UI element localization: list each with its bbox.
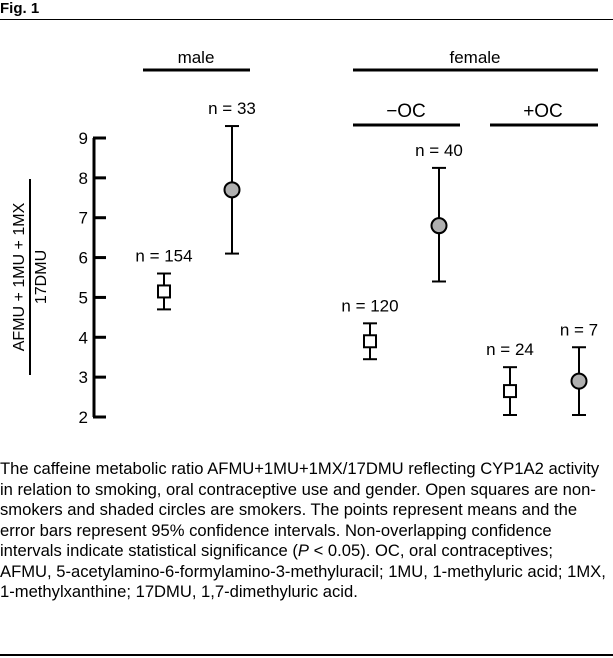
caption-text-part1: The caffeine metabolic ratio AFMU+1MU+1M… bbox=[0, 459, 600, 560]
male-group-label: male bbox=[178, 48, 215, 67]
top-rule bbox=[0, 19, 613, 20]
mean-marker-square bbox=[157, 284, 171, 299]
y-tick-label: 5 bbox=[79, 288, 88, 307]
non-smoker-point: n = 154 bbox=[135, 247, 193, 311]
figure-label: Fig. 1 bbox=[0, 0, 40, 17]
minus-oc-label: −OC bbox=[386, 101, 426, 122]
y-tick-label: 8 bbox=[79, 169, 88, 188]
caption-p-symbol: P bbox=[297, 541, 309, 560]
smoker-point: n = 40 bbox=[415, 141, 463, 283]
data-points: n = 154 n = 33 n = 120 n = 40 n = 24 n = 7 bbox=[135, 99, 598, 417]
mean-marker-circle bbox=[430, 217, 448, 235]
group-labels: male female −OC +OC bbox=[143, 48, 598, 127]
figure-caption: The caffeine metabolic ratio AFMU+1MU+1M… bbox=[0, 459, 608, 603]
sample-size-label: n = 120 bbox=[341, 296, 398, 315]
y-axis-label-numerator: AFMU + 1MU + 1MX bbox=[11, 202, 28, 351]
sample-size-label: n = 24 bbox=[486, 340, 534, 359]
non-smoker-point: n = 24 bbox=[486, 340, 534, 417]
mean-marker-circle bbox=[570, 372, 588, 390]
y-tick-label: 2 bbox=[79, 408, 88, 427]
chart: 2 3 4 5 6 7 8 9 male female −OC +OC AFMU + 1MU … bbox=[11, 48, 598, 427]
smoker-point: n = 33 bbox=[208, 99, 256, 255]
sample-size-label: n = 154 bbox=[135, 247, 192, 266]
y-tick-label: 4 bbox=[79, 328, 88, 347]
y-tick-label: 9 bbox=[79, 129, 88, 148]
non-smoker-point: n = 120 bbox=[341, 296, 399, 361]
sample-size-label: n = 40 bbox=[415, 141, 463, 160]
bottom-rule bbox=[0, 654, 613, 656]
caption-text-part2: < 0.05). OC, oral contraceptives; AFMU, … bbox=[0, 541, 606, 601]
y-axis: 2 3 4 5 6 7 8 9 bbox=[79, 129, 106, 427]
mean-marker-circle bbox=[223, 181, 241, 199]
y-axis-label-denominator: 17DMU bbox=[33, 250, 50, 304]
y-tick-label: 7 bbox=[79, 209, 88, 228]
y-tick-label: 6 bbox=[79, 249, 88, 268]
mean-marker-square bbox=[503, 384, 517, 399]
y-axis-label: AFMU + 1MU + 1MX 17DMU bbox=[11, 179, 50, 375]
mean-marker-square bbox=[363, 334, 377, 349]
plus-oc-label: +OC bbox=[523, 101, 563, 122]
sample-size-label: n = 33 bbox=[208, 99, 256, 118]
y-tick-label: 3 bbox=[79, 368, 88, 387]
female-group-label: female bbox=[449, 48, 500, 67]
sample-size-label: n = 7 bbox=[560, 320, 598, 339]
smoker-point: n = 7 bbox=[560, 320, 598, 417]
